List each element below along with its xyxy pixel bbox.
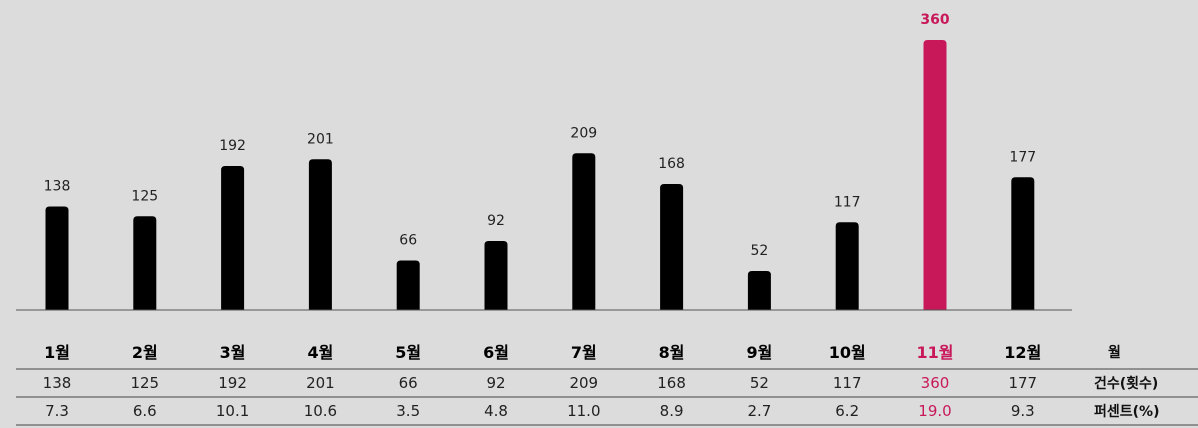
bar-12 bbox=[1011, 177, 1035, 310]
percent-cell-2: 6.6 bbox=[133, 402, 157, 420]
count-cell-4: 201 bbox=[306, 374, 335, 392]
month-label-12: 12월 bbox=[1004, 343, 1041, 362]
percent-cell-11: 19.0 bbox=[918, 402, 951, 420]
percent-cell-9: 2.7 bbox=[747, 402, 771, 420]
month-label-9: 9월 bbox=[746, 343, 772, 362]
month-label-3: 3월 bbox=[220, 343, 246, 362]
count-cell-8: 168 bbox=[657, 374, 686, 392]
bars-group bbox=[45, 40, 1035, 310]
percent-cell-6: 4.8 bbox=[484, 402, 508, 420]
value-label-6: 92 bbox=[487, 213, 505, 229]
bar-11 bbox=[923, 40, 947, 310]
count-cell-10: 117 bbox=[833, 374, 862, 392]
value-label-11: 360 bbox=[920, 12, 949, 28]
percent-cell-5: 3.5 bbox=[396, 402, 420, 420]
value-label-5: 66 bbox=[399, 233, 417, 249]
bar-6 bbox=[484, 241, 508, 310]
percent-cell-10: 6.2 bbox=[835, 402, 859, 420]
count-cell-3: 192 bbox=[218, 374, 247, 392]
month-label-7: 7월 bbox=[571, 343, 597, 362]
bar-4 bbox=[308, 159, 332, 310]
percent-cell-3: 10.1 bbox=[216, 402, 249, 420]
percent-cell-1: 7.3 bbox=[45, 402, 69, 420]
row-label-percent: 퍼센트(%) bbox=[1094, 404, 1159, 420]
count-cell-1: 138 bbox=[43, 374, 72, 392]
value-label-2: 125 bbox=[131, 188, 158, 204]
bar-9 bbox=[747, 271, 771, 310]
value-label-10: 117 bbox=[834, 194, 861, 210]
bar-5 bbox=[396, 260, 420, 310]
data-table: 1월 2월 3월 4월 5월 6월 7월 8월 9월 10월 11월 12월 138 125 192 201… bbox=[16, 343, 1198, 426]
bar-7 bbox=[572, 153, 596, 310]
count-cell-5: 66 bbox=[399, 374, 418, 392]
row-label-month: 월 bbox=[1108, 344, 1121, 361]
bar-2 bbox=[133, 216, 157, 310]
month-label-4: 4월 bbox=[307, 343, 333, 362]
bar-1 bbox=[45, 206, 69, 310]
month-label-8: 8월 bbox=[659, 343, 685, 362]
value-label-9: 52 bbox=[750, 243, 768, 259]
value-label-4: 201 bbox=[307, 131, 334, 147]
count-cell-6: 92 bbox=[486, 374, 505, 392]
value-label-3: 192 bbox=[219, 138, 246, 154]
count-cell-9: 52 bbox=[750, 374, 769, 392]
month-label-2: 2월 bbox=[132, 343, 158, 362]
bar-10 bbox=[835, 222, 859, 310]
value-label-1: 138 bbox=[44, 179, 71, 195]
bar-3 bbox=[221, 166, 245, 310]
month-label-6: 6월 bbox=[483, 343, 509, 362]
month-label-1: 1월 bbox=[44, 343, 70, 362]
value-label-12: 177 bbox=[1009, 149, 1036, 165]
month-row: 1월 2월 3월 4월 5월 6월 7월 8월 9월 10월 11월 12월 bbox=[44, 343, 1041, 362]
count-row: 138 125 192 201 66 92 209 168 52 117 360 177 bbox=[43, 374, 1037, 392]
row-label-count: 건수(횟수) bbox=[1094, 375, 1158, 392]
value-label-7: 209 bbox=[570, 125, 597, 141]
month-label-11: 11월 bbox=[917, 343, 954, 362]
count-cell-11: 360 bbox=[921, 374, 950, 392]
count-cell-12: 177 bbox=[1008, 374, 1037, 392]
count-cell-7: 209 bbox=[569, 374, 598, 392]
percent-cell-12: 9.3 bbox=[1011, 402, 1035, 420]
bar-8 bbox=[660, 184, 684, 310]
count-cell-2: 125 bbox=[130, 374, 159, 392]
value-labels-group: 138 125 192 201 66 92 209 168 52 117 360 177 bbox=[44, 12, 1037, 259]
value-label-8: 168 bbox=[658, 156, 685, 172]
percent-cell-8: 8.9 bbox=[660, 402, 684, 420]
percent-cell-7: 11.0 bbox=[567, 402, 600, 420]
percent-cell-4: 10.6 bbox=[304, 402, 337, 420]
month-label-10: 10월 bbox=[829, 343, 866, 362]
percent-row: 7.3 6.6 10.1 10.6 3.5 4.8 11.0 8.9 2.7 6.2 19.0 9.3 bbox=[45, 402, 1035, 420]
month-label-5: 5월 bbox=[395, 343, 421, 362]
